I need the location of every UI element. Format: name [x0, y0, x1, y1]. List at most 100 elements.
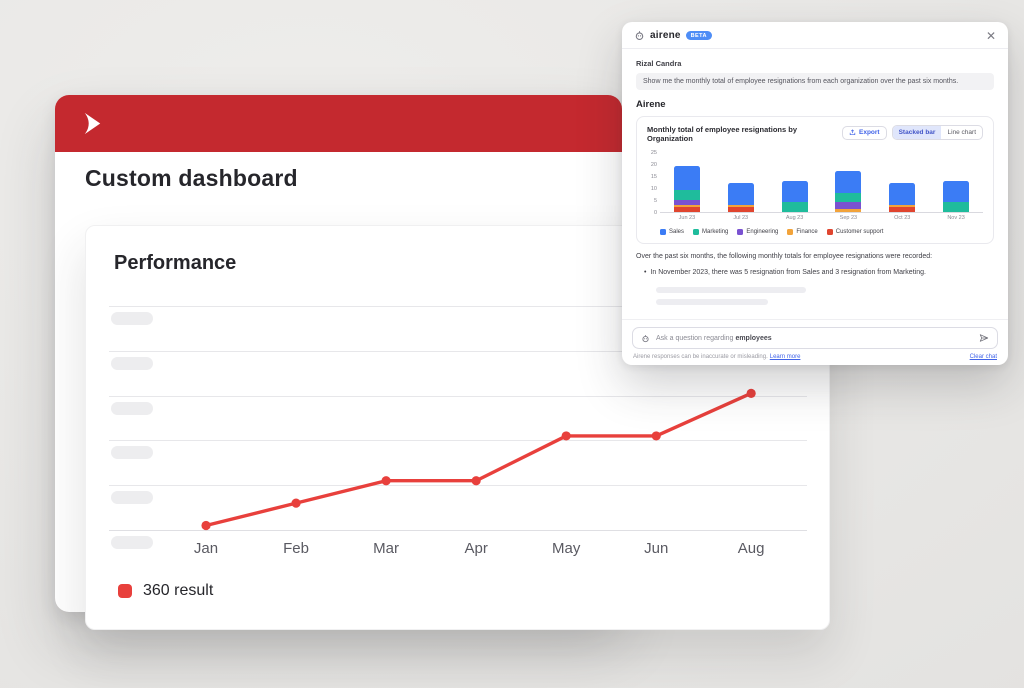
clear-chat-link[interactable]: Clear chat	[969, 354, 997, 361]
gridline	[109, 530, 807, 531]
legend-swatch	[826, 228, 833, 235]
bar-column	[821, 170, 875, 212]
y-axis-tick: 10	[650, 185, 657, 192]
toggle-line-chart[interactable]: Line chart	[947, 129, 976, 136]
data-point	[381, 476, 391, 486]
bar-segment-engineering	[673, 199, 700, 205]
bar-column	[714, 182, 768, 212]
chat-input[interactable]: Ask a question regarding employees	[632, 327, 998, 350]
gridline	[109, 485, 807, 487]
legend-swatch	[118, 584, 132, 598]
legend-swatch	[660, 228, 666, 235]
loading-skeleton-line	[656, 299, 768, 306]
bar-segment-customer-support	[727, 206, 754, 212]
x-axis-label: Jun	[644, 540, 669, 557]
bar-segment-sales	[781, 180, 808, 203]
stacked-chart-y-axis: 0 5 10 15 20 25	[647, 149, 660, 216]
close-icon[interactable]: ✕	[985, 28, 996, 43]
bar-segment-customer-support	[673, 206, 700, 212]
bullet-text: In November 2023, there was 5 resignatio…	[650, 268, 926, 276]
line-chart-legend: 360 result	[118, 582, 213, 600]
x-axis-label: Aug	[737, 540, 765, 557]
performance-line-chart	[109, 306, 807, 549]
panel-title: Performance	[114, 252, 237, 274]
legend-swatch	[787, 228, 794, 235]
data-point	[471, 476, 481, 486]
y-axis-skeleton-pill	[111, 446, 153, 460]
y-axis-skeleton-pill	[111, 401, 153, 415]
bar-column	[768, 180, 822, 212]
x-axis-label: May	[552, 540, 581, 557]
legend-item: Sales	[660, 228, 685, 235]
legend-label: Sales	[669, 228, 685, 235]
bar-segment-sales	[835, 170, 862, 193]
x-axis-label: Mar	[373, 540, 400, 557]
y-axis-tick: 0	[653, 209, 657, 216]
export-icon	[849, 129, 856, 136]
legend-swatch	[737, 228, 744, 235]
data-point	[561, 431, 571, 441]
x-axis-label: Nov 23	[947, 214, 965, 221]
chat-message-list: Rizal Candra Show me the monthly total o…	[622, 49, 1008, 321]
assistant-bullet-item: • In November 2023, there was 5 resignat…	[636, 268, 994, 278]
airene-logo-icon	[635, 31, 644, 40]
y-axis-skeleton-pill	[111, 536, 153, 549]
bar-column	[875, 182, 929, 212]
bar-segment-finance	[727, 204, 754, 207]
legend-label: Customer support	[835, 228, 884, 235]
legend-item: Engineering	[737, 228, 779, 235]
gridline	[109, 306, 807, 307]
bar-segment-marketing	[781, 202, 808, 212]
bar-column	[660, 166, 714, 212]
bar-segment-sales	[727, 182, 754, 205]
x-axis-label: Jun 23	[678, 214, 696, 221]
x-axis-label: Sep 23	[839, 214, 858, 221]
data-point	[291, 498, 301, 508]
legend-label: Finance	[796, 228, 818, 235]
airene-logo-icon	[642, 334, 649, 342]
x-axis-label: Jul 23	[733, 214, 749, 221]
user-name: Rizal Candra	[636, 59, 682, 68]
bar-segment-finance	[673, 204, 700, 207]
dashboard-header-bar	[55, 95, 622, 152]
gridline	[109, 350, 807, 352]
stacked-bar	[673, 166, 700, 212]
y-axis-tick: 25	[650, 149, 657, 156]
stacked-bar	[781, 180, 808, 212]
legend-item: Customer support	[826, 228, 884, 235]
bar-segment-sales	[943, 180, 970, 203]
y-axis-tick: 20	[650, 161, 657, 168]
legend-label: 360 result	[143, 582, 214, 599]
input-placeholder-keyword: employees	[735, 334, 772, 342]
data-point	[201, 520, 211, 531]
beta-badge: BETA	[685, 31, 712, 40]
bar-segment-sales	[673, 166, 700, 191]
x-axis-label: Apr	[464, 540, 488, 557]
legend-swatch	[693, 228, 700, 235]
bar-segment-marketing	[943, 202, 970, 212]
learn-more-link[interactable]: Learn more	[769, 354, 801, 361]
y-axis-skeleton-pill	[111, 356, 153, 370]
page-title: Custom dashboard	[85, 165, 298, 191]
brand-arrow-logo-icon	[84, 112, 101, 135]
stacked-bar	[835, 170, 862, 212]
stacked-bar	[943, 180, 970, 212]
line-series-360-result	[201, 388, 756, 531]
send-icon[interactable]	[979, 333, 989, 343]
bar-column	[929, 180, 983, 212]
legend-item: Finance	[787, 228, 818, 235]
user-message-bubble: Show me the monthly total of employee re…	[636, 73, 994, 90]
y-axis-skeleton-pill	[111, 312, 153, 325]
toggle-stacked-bar[interactable]: Stacked bar	[892, 126, 942, 139]
legend-label: Engineering	[746, 228, 779, 235]
data-point	[651, 431, 661, 441]
gridline	[109, 440, 807, 442]
x-axis-label: Oct 23	[894, 214, 911, 221]
export-button[interactable]: Export	[842, 125, 887, 140]
assistant-summary-text: Over the past six months, the following …	[636, 252, 933, 260]
bullet-marker: •	[644, 268, 647, 276]
data-point	[746, 388, 756, 398]
x-axis-label: Jan	[193, 540, 219, 557]
stacked-chart-legend: Sales Marketing Engineering Finance Customer…	[660, 228, 983, 235]
